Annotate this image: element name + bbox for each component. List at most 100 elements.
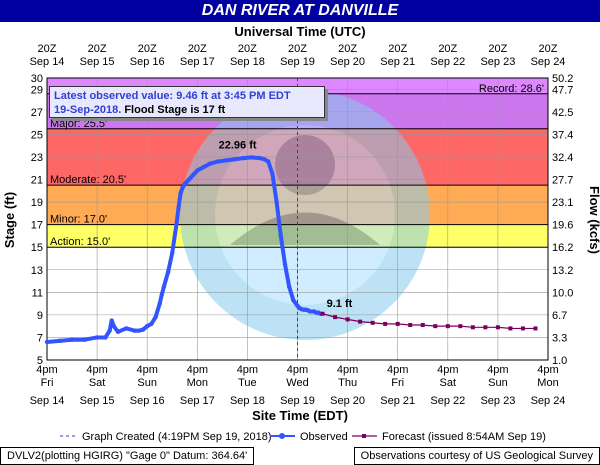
- x-tick-date-6: Sep 20: [330, 395, 365, 407]
- x-tick-date-4: Sep 18: [230, 395, 265, 407]
- observed-point-2: [69, 337, 75, 342]
- y-tick-right-9: 32.4: [552, 152, 573, 164]
- credit-footer: Observations courtesy of US Geological S…: [353, 447, 600, 465]
- observed-point-10: [124, 326, 129, 331]
- top-tick-date-3: Sep 17: [180, 56, 215, 68]
- observed-point-14: [145, 323, 150, 329]
- band-label-4: Action: 15.0': [50, 236, 110, 248]
- x-tick-day-3: Mon: [187, 377, 208, 389]
- forecast-point-5: [383, 321, 388, 326]
- y-tick-left-9: 23: [31, 152, 43, 164]
- forecast-point-1: [333, 315, 338, 320]
- y-tick-left-7: 19: [31, 197, 43, 209]
- top-tick-date-1: Sep 15: [80, 56, 115, 68]
- forecast-point-2: [345, 317, 350, 322]
- top-tick-time-7: 20Z: [388, 43, 407, 55]
- forecast-point-4: [370, 320, 375, 325]
- forecast-point-6: [395, 321, 400, 326]
- observed-point-24: [178, 190, 183, 196]
- legend: Graph Created (4:19PM Sep 19, 2018) Obser…: [60, 431, 546, 443]
- observed-point-11: [132, 328, 137, 333]
- observed-point-3: [82, 337, 87, 342]
- x-tick-time-6: 4pm: [337, 364, 358, 376]
- observed-point-18: [159, 292, 165, 297]
- x-tick-day-1: Sat: [89, 377, 106, 389]
- x-tick-day-9: Sun: [488, 377, 508, 389]
- observed-point-6: [107, 328, 112, 333]
- x-tick-date-8: Sep 22: [430, 395, 465, 407]
- top-tick-date-2: Sep 16: [130, 56, 165, 68]
- x-tick-day-2: Sun: [137, 377, 157, 389]
- x-tick-time-1: 4pm: [86, 364, 107, 376]
- y-axis-title-left: Stage (ft): [2, 192, 17, 248]
- x-tick-date-0: Sep 14: [30, 395, 65, 407]
- y-tick-right-0: 1.0: [552, 355, 567, 367]
- observed-point-54: [307, 309, 313, 314]
- x-tick-date-5: Sep 19: [280, 395, 315, 407]
- datum-footer: DVLV2(plotting HGIRG) "Gage 0" Datum: 36…: [0, 447, 255, 465]
- top-tick-time-3: 20Z: [188, 43, 207, 55]
- y-tick-right-5: 16.2: [552, 242, 573, 254]
- observed-point-5: [103, 335, 108, 340]
- observed-point-31: [195, 168, 200, 173]
- y-tick-right-13: 50.2: [552, 73, 573, 85]
- observed-point-34: [215, 159, 221, 164]
- x-tick-day-6: Thu: [338, 377, 357, 389]
- band-label-2: Moderate: 20.5': [50, 174, 126, 186]
- forecast-point-15: [508, 326, 513, 331]
- observed-point-41: [266, 159, 271, 164]
- latest-observed-date: 19-Sep-2018.: [54, 104, 122, 116]
- y-tick-right-6: 19.6: [552, 220, 573, 232]
- y-tick-right-12: 47.7: [552, 84, 573, 96]
- series: 22.96 ft 9.1 ft: [44, 78, 538, 360]
- y-tick-left-10: 25: [31, 129, 43, 141]
- legend-forecast-label: Forecast (issued 8:54AM Sep 19): [382, 431, 546, 443]
- observed-point-22: [174, 222, 179, 227]
- band-label-1: Major: 25.5': [50, 118, 107, 130]
- observed-point-7: [109, 318, 114, 323]
- forecast-point-11: [458, 324, 463, 329]
- x-tick-time-7: 4pm: [387, 364, 408, 376]
- top-tick-time-1: 20Z: [88, 43, 107, 55]
- y-tick-left-8: 21: [31, 175, 43, 187]
- observed-point-47: [291, 298, 296, 303]
- forecast-line: [322, 313, 536, 330]
- top-tick-time-4: 20Z: [238, 43, 257, 55]
- x-tick-time-2: 4pm: [136, 364, 157, 376]
- x-tick-time-5: 4pm: [287, 364, 308, 376]
- forecast-point-3: [358, 319, 363, 324]
- y-tick-left-2: 9: [37, 310, 43, 322]
- y-tick-left-4: 13: [31, 265, 43, 277]
- observed-point-37: [241, 155, 246, 161]
- forecast-point-17: [533, 326, 538, 331]
- top-axis-title: Universal Time (UTC): [234, 24, 365, 39]
- legend-graph-created-label: Graph Created (4:19PM Sep 19, 2018): [82, 431, 272, 443]
- observed-point-23: [176, 205, 181, 210]
- top-tick-date-5: Sep 19: [280, 56, 315, 68]
- y-tick-right-7: 23.1: [552, 197, 573, 209]
- y-tick-left-6: 17: [31, 220, 43, 232]
- observed-point-0: [44, 339, 50, 345]
- observed-point-42: [270, 171, 275, 177]
- top-tick-time-10: 20Z: [539, 43, 558, 55]
- band-label-0: Record: 28.6': [479, 83, 544, 95]
- top-tick-time-8: 20Z: [438, 43, 457, 55]
- observed-point-40: [261, 157, 267, 162]
- observed-point-1: [57, 338, 62, 344]
- observed-point-16: [153, 314, 158, 320]
- annotation-0: 22.96 ft: [219, 139, 257, 151]
- y-tick-left-3: 11: [32, 287, 43, 299]
- y-tick-left-5: 15: [31, 242, 43, 254]
- y-tick-left-11: 27: [31, 107, 43, 119]
- observed-point-33: [207, 161, 213, 166]
- annotation-1: 9.1 ft: [327, 298, 353, 310]
- top-tick-date-8: Sep 22: [430, 56, 465, 68]
- top-tick-date-0: Sep 14: [30, 56, 65, 68]
- x-tick-date-1: Sep 15: [80, 395, 115, 407]
- observed-point-12: [136, 328, 142, 333]
- observed-point-30: [190, 172, 196, 178]
- legend-observed-marker: [279, 433, 285, 439]
- x-tick-date-10: Sep 24: [531, 395, 566, 407]
- top-tick-time-5: 20Z: [288, 43, 307, 55]
